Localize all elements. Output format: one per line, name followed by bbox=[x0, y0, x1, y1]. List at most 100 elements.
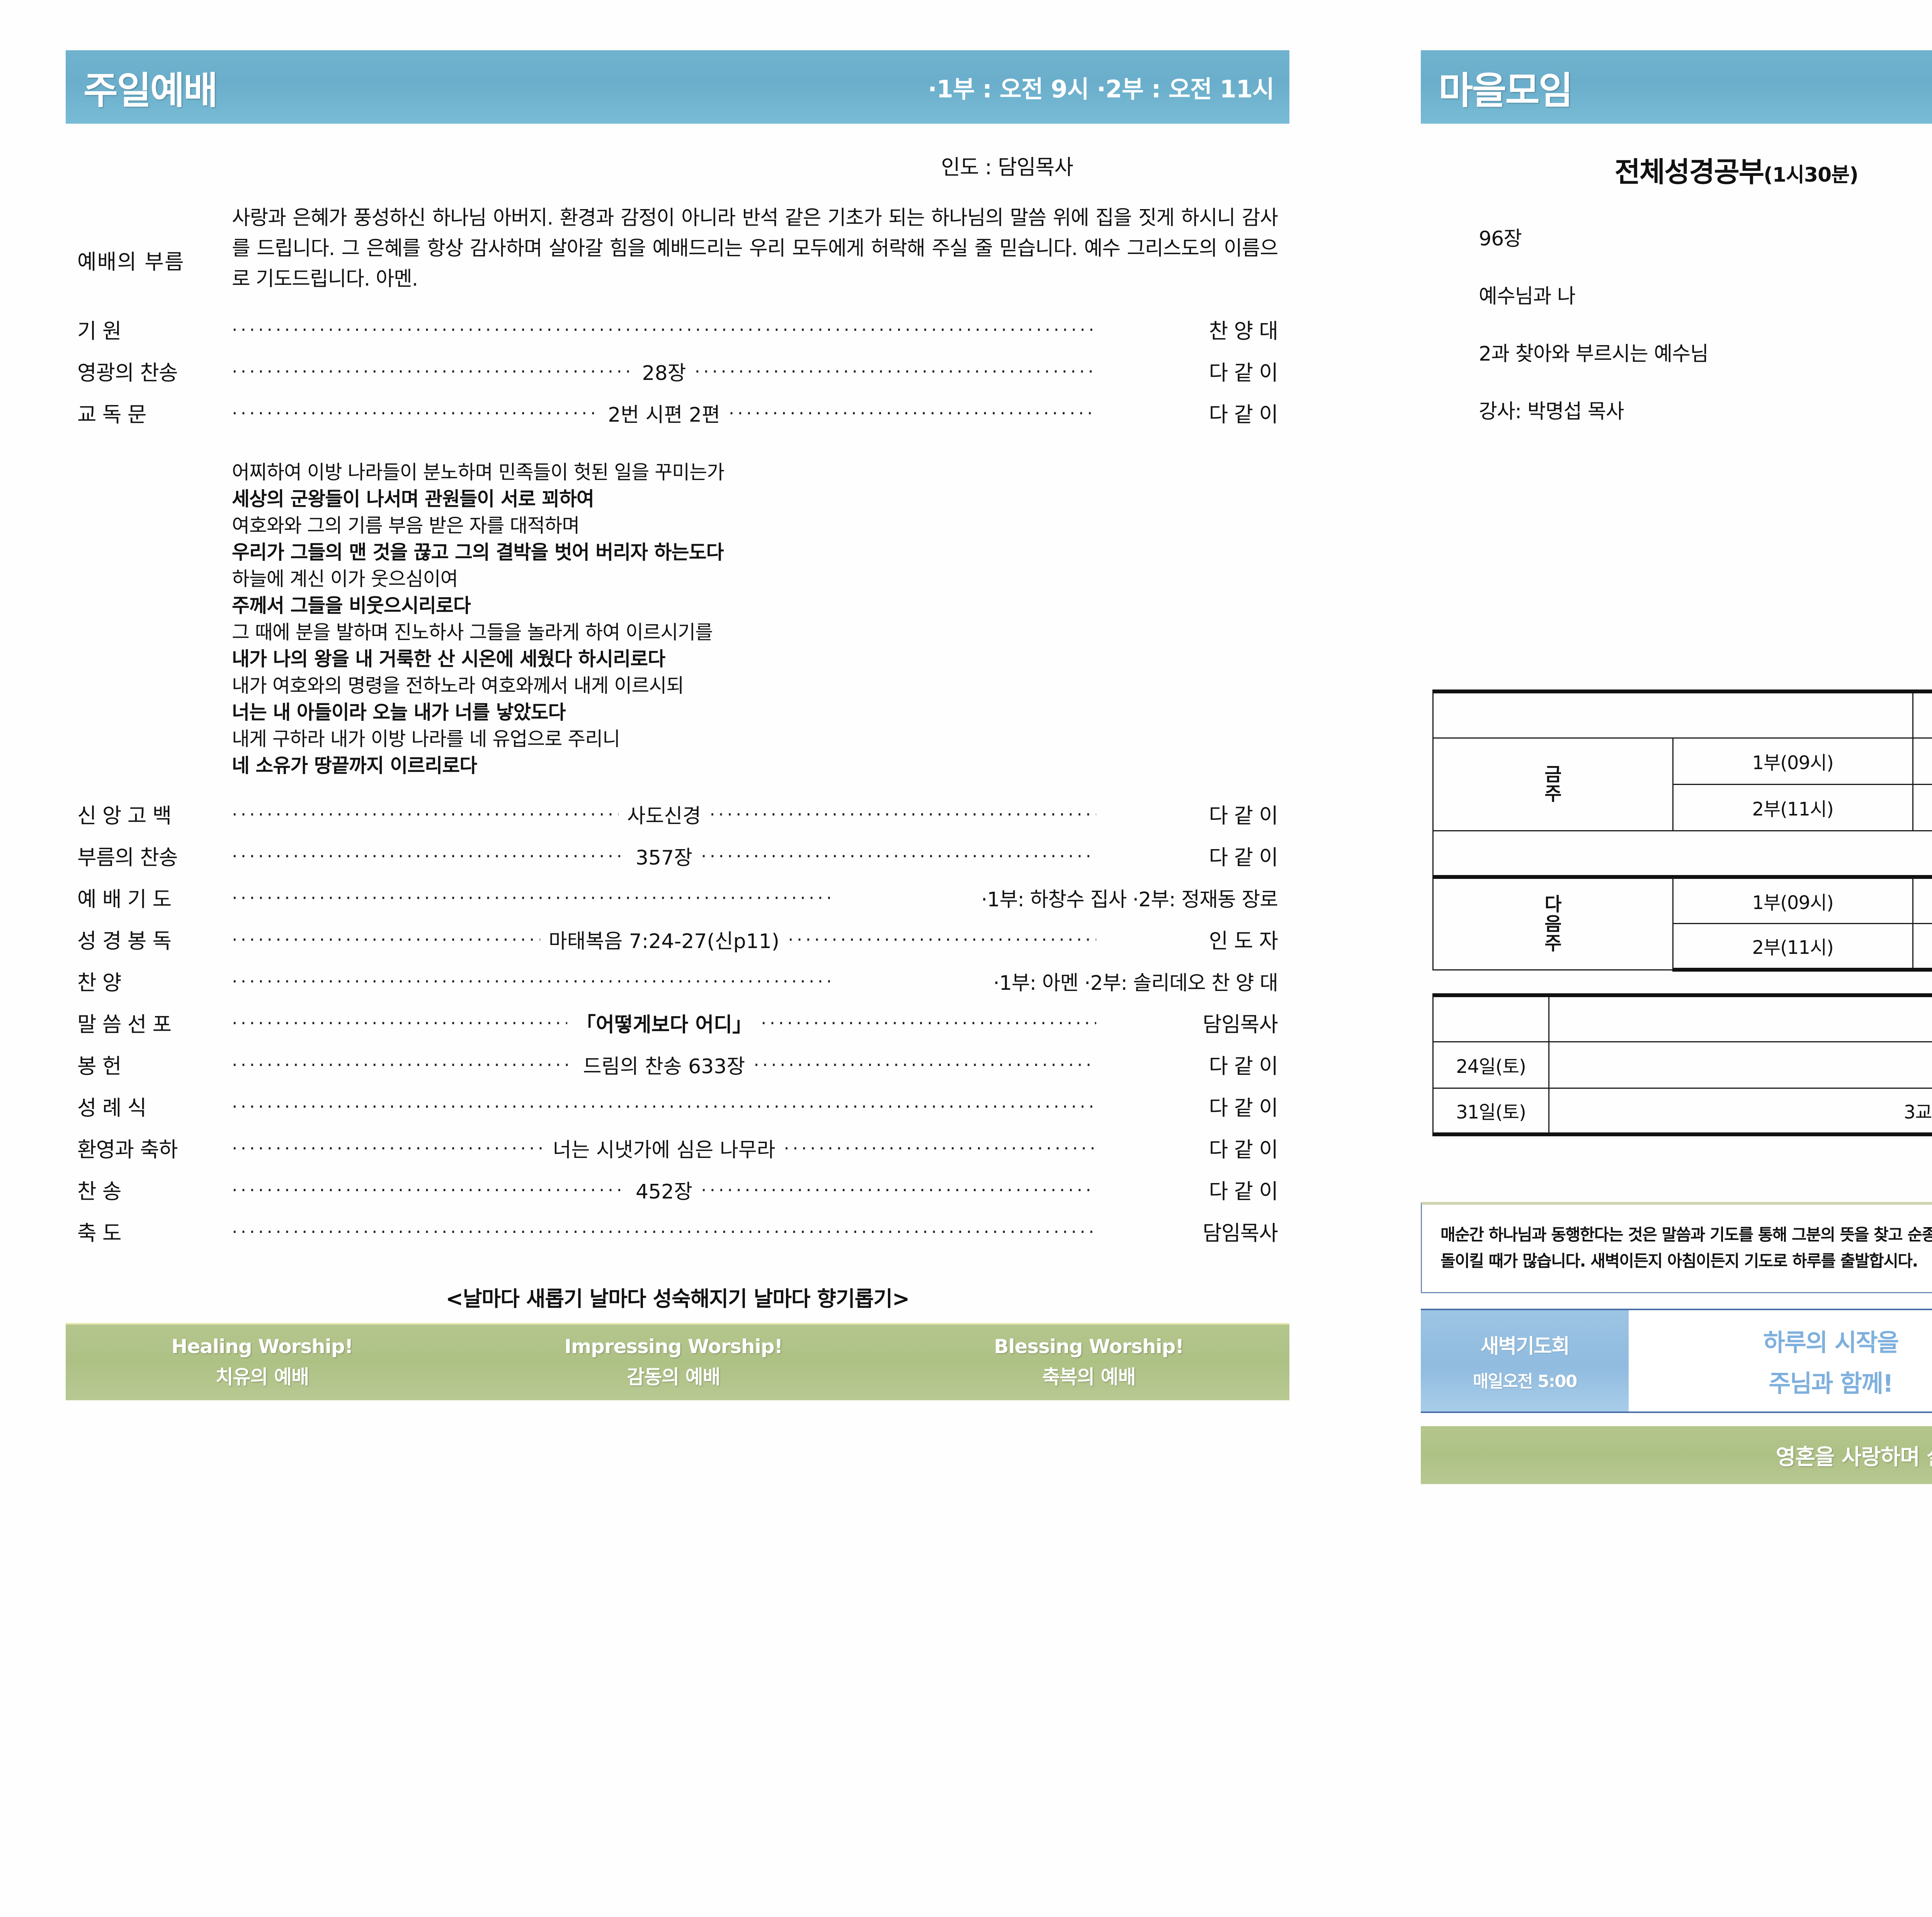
order-item-detail: 마태복음 7:24-27(신p11) bbox=[232, 925, 1096, 954]
right-banner-row: 마을모임 ·오후 1시 수요밤기도회 ·오후 7시 30분 bbox=[1421, 50, 1932, 124]
sunday-worship-banner-row: 주일예배 ·1부 : 오전 9시 ·2부 : 오전 11시 bbox=[66, 50, 1289, 124]
order-item-value: 마태복음 7:24-27(신p11) bbox=[548, 930, 780, 953]
clean-row-text: 3교구 - 총신대학교 마을, 21세기목회연구소 마을 bbox=[1548, 1087, 1932, 1136]
prayer-meeting-name: 새벽기도회 bbox=[1480, 1335, 1570, 1358]
order-item-assignee: 인 도 자 bbox=[1209, 929, 1278, 953]
call-to-worship-text: 사랑과 은혜가 풍성하신 하나님 아버지. 환경과 감정이 아니라 반석 같은 … bbox=[232, 206, 1278, 291]
duty-service-time: 2부(11시) bbox=[1672, 923, 1913, 972]
order-item-name: 찬 송 bbox=[77, 1179, 122, 1204]
order-item-name: 찬 양 bbox=[77, 970, 122, 995]
order-item-name: 성 경 봉 독 bbox=[77, 929, 172, 953]
order-item-detail: 드림의 찬송 633장 bbox=[232, 1050, 1096, 1079]
worship-slogan-cell: Impressing Worship! 감동의 예배 bbox=[564, 1335, 783, 1389]
order-item-detail bbox=[232, 323, 1096, 341]
duty-gap-cell bbox=[1432, 830, 1932, 878]
duty-prayer-cell: 김종태 집사 bbox=[1912, 875, 1932, 924]
order-item-assignee: 다 같 이 bbox=[1209, 1179, 1278, 1204]
devotional-note-box: 매순간 하나님과 동행한다는 것은 말씀과 기도를 통해 그분의 뜻을 찾고 순… bbox=[1421, 1202, 1932, 1294]
order-item-detail: 357장 bbox=[232, 841, 1096, 870]
clean-table-title: 청 소 마 을 bbox=[1548, 993, 1932, 1042]
order-row: 축 도 담임목사 bbox=[66, 1216, 1289, 1258]
order-item-name: 신 앙 고 백 bbox=[77, 804, 172, 828]
devotional-note-text: 매순간 하나님과 동행한다는 것은 말씀과 기도를 통해 그분의 뜻을 찾고 순… bbox=[1440, 1225, 1932, 1271]
church-motto: <날마다 새롭기 날마다 성숙해지기 날마다 향기롭기> bbox=[446, 1287, 910, 1311]
sunday-worship-banner: 주일예배 ·1부 : 오전 9시 ·2부 : 오전 11시 bbox=[66, 50, 1289, 124]
right-column: 마을모임 ·오후 1시 수요밤기도회 ·오후 7시 30분 전체성경공부(1시3… bbox=[1355, 0, 1932, 1917]
duty-header-row: 기 도헌 금안 내 bbox=[1432, 690, 1932, 739]
bible-study-section: 전체성경공부(1시30분) 96장 예수님과 나 2과 찾아와 부르시는 예수님 강사… bbox=[1421, 149, 1932, 467]
order-item-assignee: 다 같 이 bbox=[1209, 361, 1278, 385]
prayer-meeting-slogan: 하루의 시작을 주님과 함께! bbox=[1629, 1310, 1932, 1412]
leader-dots bbox=[232, 1100, 1096, 1115]
leader-dots bbox=[232, 1014, 567, 1032]
leader-dots bbox=[729, 404, 1096, 422]
duty-tables: 기 도헌 금안 내금주1부(09시)하창수 집사강명숙 집사강명숙 집사 한미경… bbox=[1421, 690, 1932, 1136]
worship-slogan-en: Impressing Worship! bbox=[564, 1335, 783, 1358]
psalm-line: 우리가 그들의 맨 것을 끊고 그의 결박을 벗어 버리자 하는도다 bbox=[232, 541, 724, 564]
duty-table: 기 도헌 금안 내금주1부(09시)하창수 집사강명숙 집사강명숙 집사 한미경… bbox=[1432, 690, 1932, 972]
leader-dots bbox=[232, 1225, 1096, 1241]
order-item-name: 영광의 찬송 bbox=[77, 361, 178, 385]
order-item-assignee: 다 같 이 bbox=[1209, 804, 1278, 828]
left-green-footer: Healing Worship! 치유의 예배 Impressing Worship… bbox=[66, 1323, 1289, 1401]
order-item-assignee: 다 같 이 bbox=[1209, 845, 1278, 870]
order-item-value: 「어떻게보다 어디」 bbox=[576, 1013, 752, 1037]
call-to-worship-label: 예배의 부름 bbox=[77, 250, 185, 274]
order-row: 말 씀 선 포 「어떻게보다 어디」 담임목사 bbox=[66, 1007, 1289, 1049]
worship-slogan-kr: 축복의 예배 bbox=[1042, 1366, 1136, 1389]
duty-service-time: 2부(11시) bbox=[1672, 783, 1913, 831]
left-column: 주일예배 ·1부 : 오전 9시 ·2부 : 오전 11시 인도 : 담임목사 … bbox=[0, 0, 1355, 1917]
order-row: 영광의 찬송 28장 다 같 이 bbox=[66, 356, 1289, 397]
cleaning-village-table: 청 소 마 을24일(토)2교구 - 고양밀알 마을, 총신80회 마을31일(… bbox=[1432, 993, 1932, 1136]
clean-row-date: 31일(토) bbox=[1432, 1087, 1549, 1136]
sunday-worship-times: ·1부 : 오전 9시 ·2부 : 오전 11시 bbox=[928, 75, 1274, 103]
psalm-line: 내가 나의 왕을 내 거룩한 산 시온에 세웠다 하시리로다 bbox=[232, 648, 665, 671]
clean-row-date: 24일(토) bbox=[1432, 1041, 1549, 1089]
order-row: 환영과 축하 너는 시냇가에 심은 나무라 다 같 이 bbox=[66, 1132, 1289, 1174]
order-row: 성 경 봉 독 마태복음 7:24-27(신p11) 인 도 자 bbox=[66, 924, 1289, 965]
village-meeting-banner: 마을모임 ·오후 1시 bbox=[1421, 50, 1932, 124]
bible-study-items: 96장 예수님과 나 2과 찾아와 부르시는 예수님 강사: 박명섭 목사 bbox=[1456, 222, 1932, 424]
worship-slogan-en: Blessing Worship! bbox=[994, 1335, 1184, 1358]
worship-slogan-cell: Healing Worship! 치유의 예배 bbox=[171, 1335, 353, 1389]
duty-prayer-cell: 하창수 집사 bbox=[1912, 737, 1932, 785]
order-item-assignee: ·1부: 아멘 ·2부: 솔리데오 찬 양 대 bbox=[993, 972, 1278, 995]
duty-service-time: 1부(09시) bbox=[1672, 737, 1913, 785]
bible-study-title: 전체성경공부(1시30분) bbox=[1456, 149, 1932, 190]
leader-dots bbox=[232, 1181, 627, 1199]
order-item-assignee: 담임목사 bbox=[1202, 1221, 1278, 1246]
leader-dots bbox=[761, 1014, 1096, 1032]
duty-group-gap bbox=[1432, 830, 1932, 878]
order-row: 찬 양 ·1부: 아멘 ·2부: 솔리데오 찬 양 대 bbox=[66, 965, 1289, 1007]
order-item-assignee: 다 같 이 bbox=[1209, 402, 1278, 427]
leader-dots bbox=[701, 847, 1096, 865]
order-item-name: 성 례 식 bbox=[77, 1096, 146, 1120]
duty-prayer-cell: 정재동 장로 bbox=[1912, 783, 1932, 831]
order-item-name: 축 도 bbox=[77, 1221, 122, 1246]
order-item-detail bbox=[232, 1100, 1096, 1118]
bible-study-item: 2과 찾아와 부르시는 예수님 bbox=[1479, 342, 1709, 366]
worship-slogan-kr: 감동의 예배 bbox=[627, 1366, 720, 1389]
duty-week-label-char: 다 bbox=[1544, 894, 1561, 916]
right-two-columns: 전체성경공부(1시30분) 96장 예수님과 나 2과 찾아와 부르시는 예수님 강사… bbox=[1421, 149, 1932, 467]
order-item-assignee: 찬 양 대 bbox=[1209, 319, 1278, 344]
order-item-name: 말 씀 선 포 bbox=[77, 1012, 172, 1037]
order-item-detail: 「어떻게보다 어디」 bbox=[232, 1008, 1096, 1037]
next-week-prayer: 다음 주 기도 김태선 권사 bbox=[1421, 583, 1932, 612]
order-item-assignee: 다 같 이 bbox=[1209, 1054, 1278, 1079]
duty-table-row: 2부(11시)정재동 장로구자욱 권사구자욱 권사 조선녀 권사 bbox=[1433, 783, 1932, 831]
bible-study-title-duration: (1시30분) bbox=[1764, 163, 1859, 187]
duty-week-label-char: 음 bbox=[1544, 913, 1561, 935]
duty-header-blank bbox=[1432, 690, 1913, 739]
duty-service-time: 1부(09시) bbox=[1672, 875, 1913, 924]
duty-week-label-char: 주 bbox=[1544, 932, 1561, 954]
prayer-meeting-time: 매일오전 5:00 bbox=[1473, 1371, 1578, 1391]
